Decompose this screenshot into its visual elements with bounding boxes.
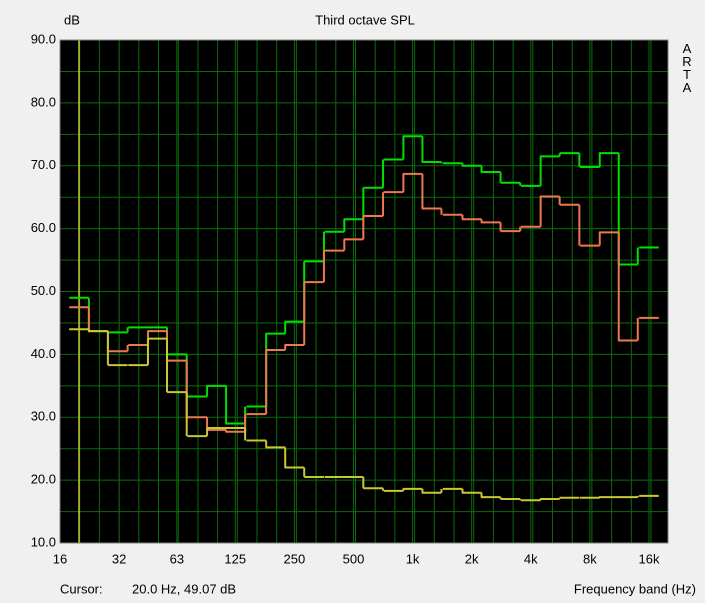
y-tick-label: 60.0 (31, 220, 56, 235)
x-tick-label: 1k (406, 551, 420, 566)
y-tick-label: 20.0 (31, 472, 56, 487)
y-axis-label: dB (64, 12, 80, 27)
x-tick-label: 16 (53, 551, 67, 566)
cursor-label: Cursor: (60, 581, 103, 596)
y-tick-label: 50.0 (31, 283, 56, 298)
x-tick-label: 500 (343, 551, 365, 566)
y-tick-label: 10.0 (31, 534, 56, 549)
chart-title: Third octave SPL (315, 12, 415, 27)
x-tick-label: 8k (583, 551, 597, 566)
y-tick-label: 70.0 (31, 157, 56, 172)
x-tick-label: 16k (638, 551, 659, 566)
y-tick-label: 30.0 (31, 409, 56, 424)
x-tick-label: 250 (284, 551, 306, 566)
x-tick-label: 32 (112, 551, 126, 566)
y-tick-label: 80.0 (31, 94, 56, 109)
x-tick-label: 2k (465, 551, 479, 566)
x-tick-label: 63 (170, 551, 184, 566)
side-label: ARTA (682, 41, 692, 95)
x-tick-label: 125 (224, 551, 246, 566)
x-axis-label: Frequency band (Hz) (574, 581, 696, 596)
cursor-readout: 20.0 Hz, 49.07 dB (132, 581, 236, 596)
y-tick-label: 90.0 (31, 31, 56, 46)
plot-frame (59, 39, 669, 544)
y-tick-label: 40.0 (31, 346, 56, 361)
x-tick-label: 4k (524, 551, 538, 566)
